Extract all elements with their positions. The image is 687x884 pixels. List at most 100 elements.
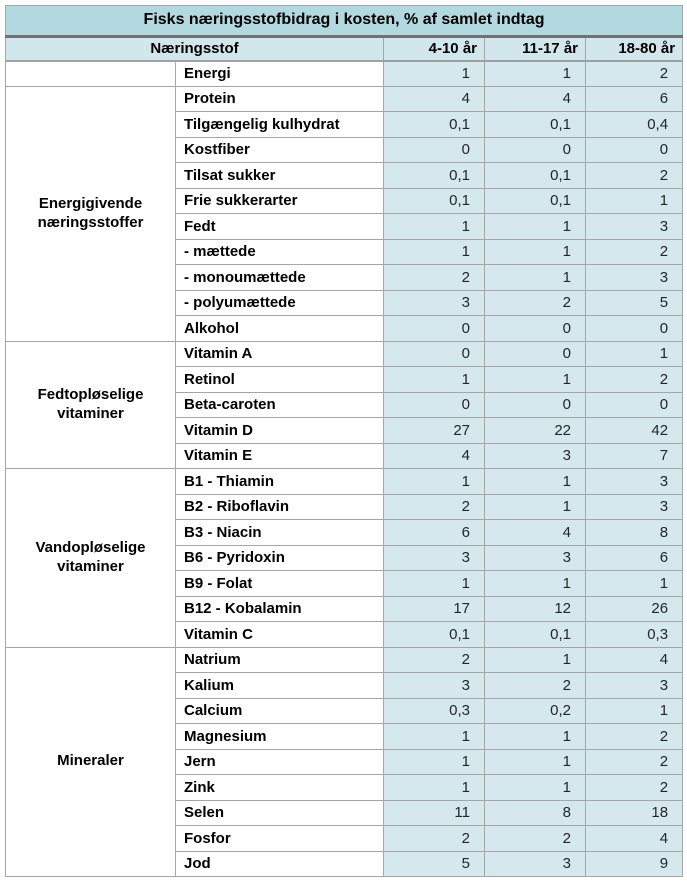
value-cell: 0 (484, 315, 586, 342)
column-header-age-11-17: 11-17 år (484, 36, 586, 62)
value-cell: 2 (584, 748, 684, 775)
nutrient-table: Fisks næringsstofbidrag i kosten, % af s… (4, 5, 684, 877)
value-cell: 2 (584, 162, 684, 189)
nutrient-name: - monoumættede (175, 264, 384, 291)
table-row: - monoumættede 2 1 3 (6, 264, 684, 291)
table-row: B6 - Pyridoxin 3 3 6 (6, 544, 684, 571)
nutrient-name: - polyumættede (175, 289, 384, 316)
group-label: Energigivende næringsstoffer (5, 85, 176, 342)
table-row: Frie sukkerarter 0,1 0,1 1 (6, 187, 684, 214)
table-row: Alkohol 0 0 0 (6, 315, 684, 342)
nutrient-name: Zink (175, 774, 384, 801)
value-cell: 42 (584, 417, 684, 444)
group-label (5, 60, 176, 87)
table-row: Vandopløselige vitaminer B1 - Thiamin 1 1 3 (5, 468, 684, 648)
value-cell: 1 (484, 646, 586, 673)
table-row: Fedt 1 1 3 (6, 213, 684, 240)
table-row: B3 - Niacin 6 4 8 (6, 519, 684, 546)
value-cell: 0 (584, 315, 684, 342)
nutrient-name: B6 - Pyridoxin (175, 544, 384, 571)
group-label: Mineraler (5, 646, 176, 877)
nutrient-name: Tilsat sukker (175, 162, 384, 189)
nutrient-name: Kostfiber (175, 136, 384, 163)
value-cell: 1 (383, 213, 485, 240)
value-cell: 2 (584, 723, 684, 750)
value-cell: 1 (484, 774, 586, 801)
value-cell: 0 (584, 136, 684, 163)
value-cell: 1 (584, 570, 684, 597)
value-cell: 11 (383, 799, 485, 826)
nutrient-name: B2 - Riboflavin (175, 493, 384, 520)
value-cell: 5 (383, 850, 485, 877)
table-title: Fisks næringsstofbidrag i kosten, % af s… (4, 5, 684, 38)
nutrient-name: Beta-caroten (175, 391, 384, 418)
value-cell: 4 (383, 442, 485, 469)
value-cell: 0,2 (484, 697, 586, 724)
value-cell: 0 (484, 391, 586, 418)
value-cell: 2 (484, 825, 586, 852)
value-cell: 1 (484, 264, 586, 291)
nutrient-name: B9 - Folat (175, 570, 384, 597)
table-row: B9 - Folat 1 1 1 (6, 570, 684, 597)
nutrient-name: B3 - Niacin (175, 519, 384, 546)
value-cell: 4 (383, 85, 485, 112)
value-cell: 0,1 (383, 111, 485, 138)
group-label: Vandopløselige vitaminer (5, 468, 176, 648)
value-cell: 3 (484, 544, 586, 571)
column-header-age-18-80: 18-80 år (584, 36, 684, 62)
nutrient-name: Tilgængelig kulhydrat (175, 111, 384, 138)
value-cell: 2 (383, 825, 485, 852)
value-cell: 7 (584, 442, 684, 469)
nutrient-name: Natrium (175, 646, 384, 673)
value-cell: 8 (584, 519, 684, 546)
value-cell: 0,1 (484, 621, 586, 648)
value-cell: 4 (584, 825, 684, 852)
nutrient-name: Selen (175, 799, 384, 826)
table-row: Energi 1 1 2 (5, 60, 684, 87)
table-row: Kostfiber 0 0 0 (6, 136, 684, 163)
nutrient-name: Fedt (175, 213, 384, 240)
value-cell: 8 (484, 799, 586, 826)
table-row: Retinol 1 1 2 (6, 366, 684, 393)
value-cell: 1 (383, 723, 485, 750)
value-cell: 3 (484, 442, 586, 469)
table-row: Tilgængelig kulhydrat 0,1 0,1 0,4 (6, 111, 684, 138)
value-cell: 2 (584, 60, 684, 87)
value-cell: 3 (383, 289, 485, 316)
value-cell: 1 (383, 774, 485, 801)
table-row: Mineraler Natrium 2 1 4 (5, 646, 684, 877)
value-cell: 4 (484, 519, 586, 546)
value-cell: 27 (383, 417, 485, 444)
table-row: B2 - Riboflavin 2 1 3 (6, 493, 684, 520)
value-cell: 6 (584, 544, 684, 571)
value-cell: 5 (584, 289, 684, 316)
value-cell: 1 (484, 570, 586, 597)
value-cell: 0,3 (584, 621, 684, 648)
value-cell: 0 (584, 391, 684, 418)
nutrient-name: - mættede (175, 238, 384, 265)
value-cell: 2 (584, 366, 684, 393)
nutrient-name: Retinol (175, 366, 384, 393)
value-cell: 1 (383, 468, 485, 495)
value-cell: 1 (484, 60, 586, 87)
value-cell: 2 (383, 646, 485, 673)
value-cell: 3 (383, 672, 485, 699)
nutrient-name: Vitamin E (175, 442, 384, 469)
value-cell: 4 (484, 85, 586, 112)
title-row: Fisks næringsstofbidrag i kosten, % af s… (4, 5, 684, 38)
value-cell: 0,1 (383, 621, 485, 648)
value-cell: 3 (584, 493, 684, 520)
value-cell: 0,1 (484, 162, 586, 189)
value-cell: 6 (584, 85, 684, 112)
table-row: Calcium 0,3 0,2 1 (6, 697, 684, 724)
table-row: Beta-caroten 0 0 0 (6, 391, 684, 418)
value-cell: 1 (383, 238, 485, 265)
value-cell: 12 (484, 595, 586, 622)
value-cell: 2 (584, 238, 684, 265)
value-cell: 1 (484, 748, 586, 775)
value-cell: 0 (383, 340, 485, 367)
nutrient-name: B12 - Kobalamin (175, 595, 384, 622)
value-cell: 3 (383, 544, 485, 571)
